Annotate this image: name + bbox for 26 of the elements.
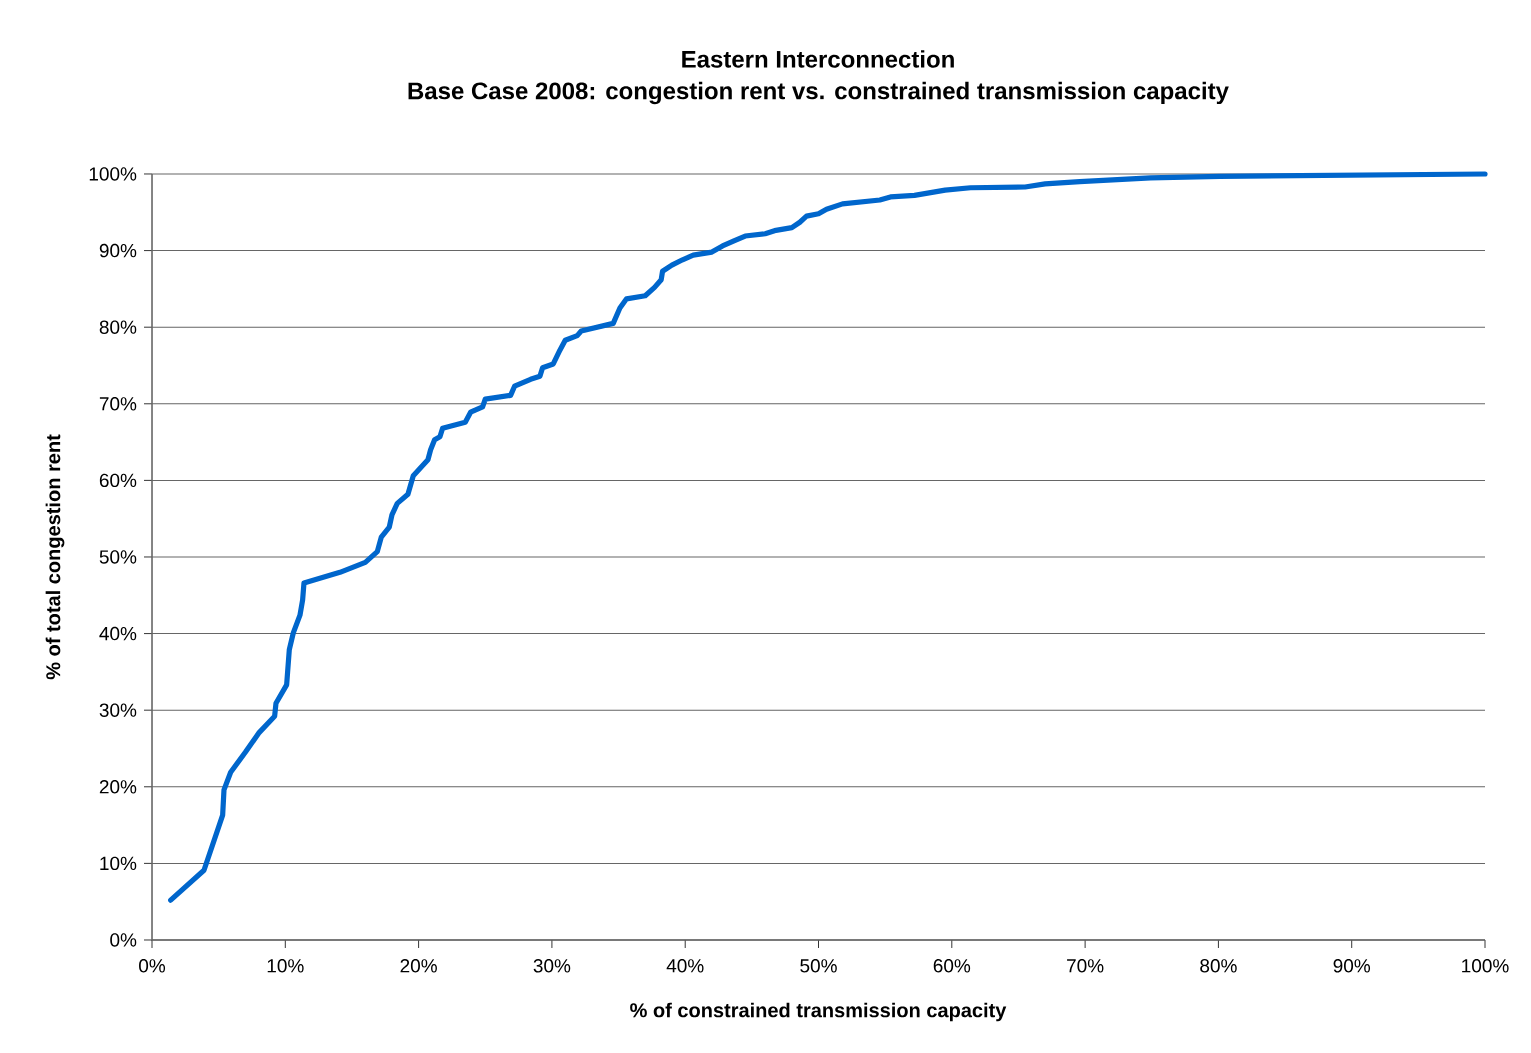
x-tick-label: 10% [267,959,304,973]
x-tick-label: 40% [666,959,704,973]
x-tick-label: 20% [400,959,437,973]
y-tick-label: 80% [99,320,137,334]
x-tick-label: 100% [1462,959,1509,973]
y-tick-label: 60% [99,473,137,488]
x-tick-label: 30% [533,959,571,973]
y-tick-label: 70% [99,397,137,411]
x-tick-label: 70% [1067,959,1104,973]
y-tick-label: 10% [100,856,137,871]
y-tick-label: 40% [99,626,137,641]
y-tick-label: 20% [99,780,137,794]
x-axis-title: % of constrained transmission capacity [630,1002,1007,1022]
y-axis-title: % of total congestion rent [45,434,65,680]
x-tick-label: 60% [933,959,971,973]
y-tick-label: 90% [99,243,137,258]
y-tick-label: 50% [99,550,137,564]
x-tick-label: 0% [139,959,166,973]
y-tick-label: 0% [110,933,137,947]
chart-subtitle: Base Case 2008: congestion rent vs. constrained transmission capacity [408,81,1229,105]
y-tick-label: 30% [99,703,137,717]
x-tick-label: 80% [1200,959,1237,973]
x-tick-label: 50% [800,959,837,973]
chart-title: Eastern Interconnection [682,50,954,68]
y-tick-label: 100% [89,167,137,181]
x-tick-label: 90% [1333,959,1371,973]
